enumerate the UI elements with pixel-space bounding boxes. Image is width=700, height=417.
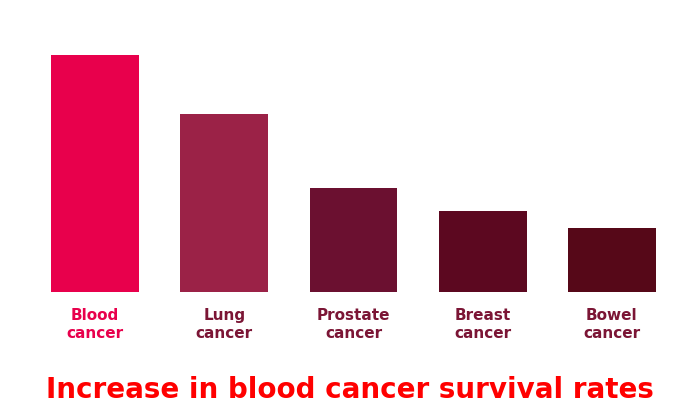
Bar — [568, 228, 656, 292]
Bar — [439, 211, 526, 292]
Bar — [51, 55, 139, 292]
Text: Lung
cancer: Lung cancer — [196, 309, 253, 341]
Bar — [309, 188, 398, 292]
Text: Breast
cancer: Breast cancer — [454, 309, 511, 341]
Text: Bowel
cancer: Bowel cancer — [583, 309, 641, 341]
Text: Blood
cancer: Blood cancer — [66, 309, 124, 341]
Text: Prostate
cancer: Prostate cancer — [316, 309, 391, 341]
Text: Increase in blood cancer survival rates: Increase in blood cancer survival rates — [46, 377, 654, 404]
Bar — [181, 114, 268, 292]
